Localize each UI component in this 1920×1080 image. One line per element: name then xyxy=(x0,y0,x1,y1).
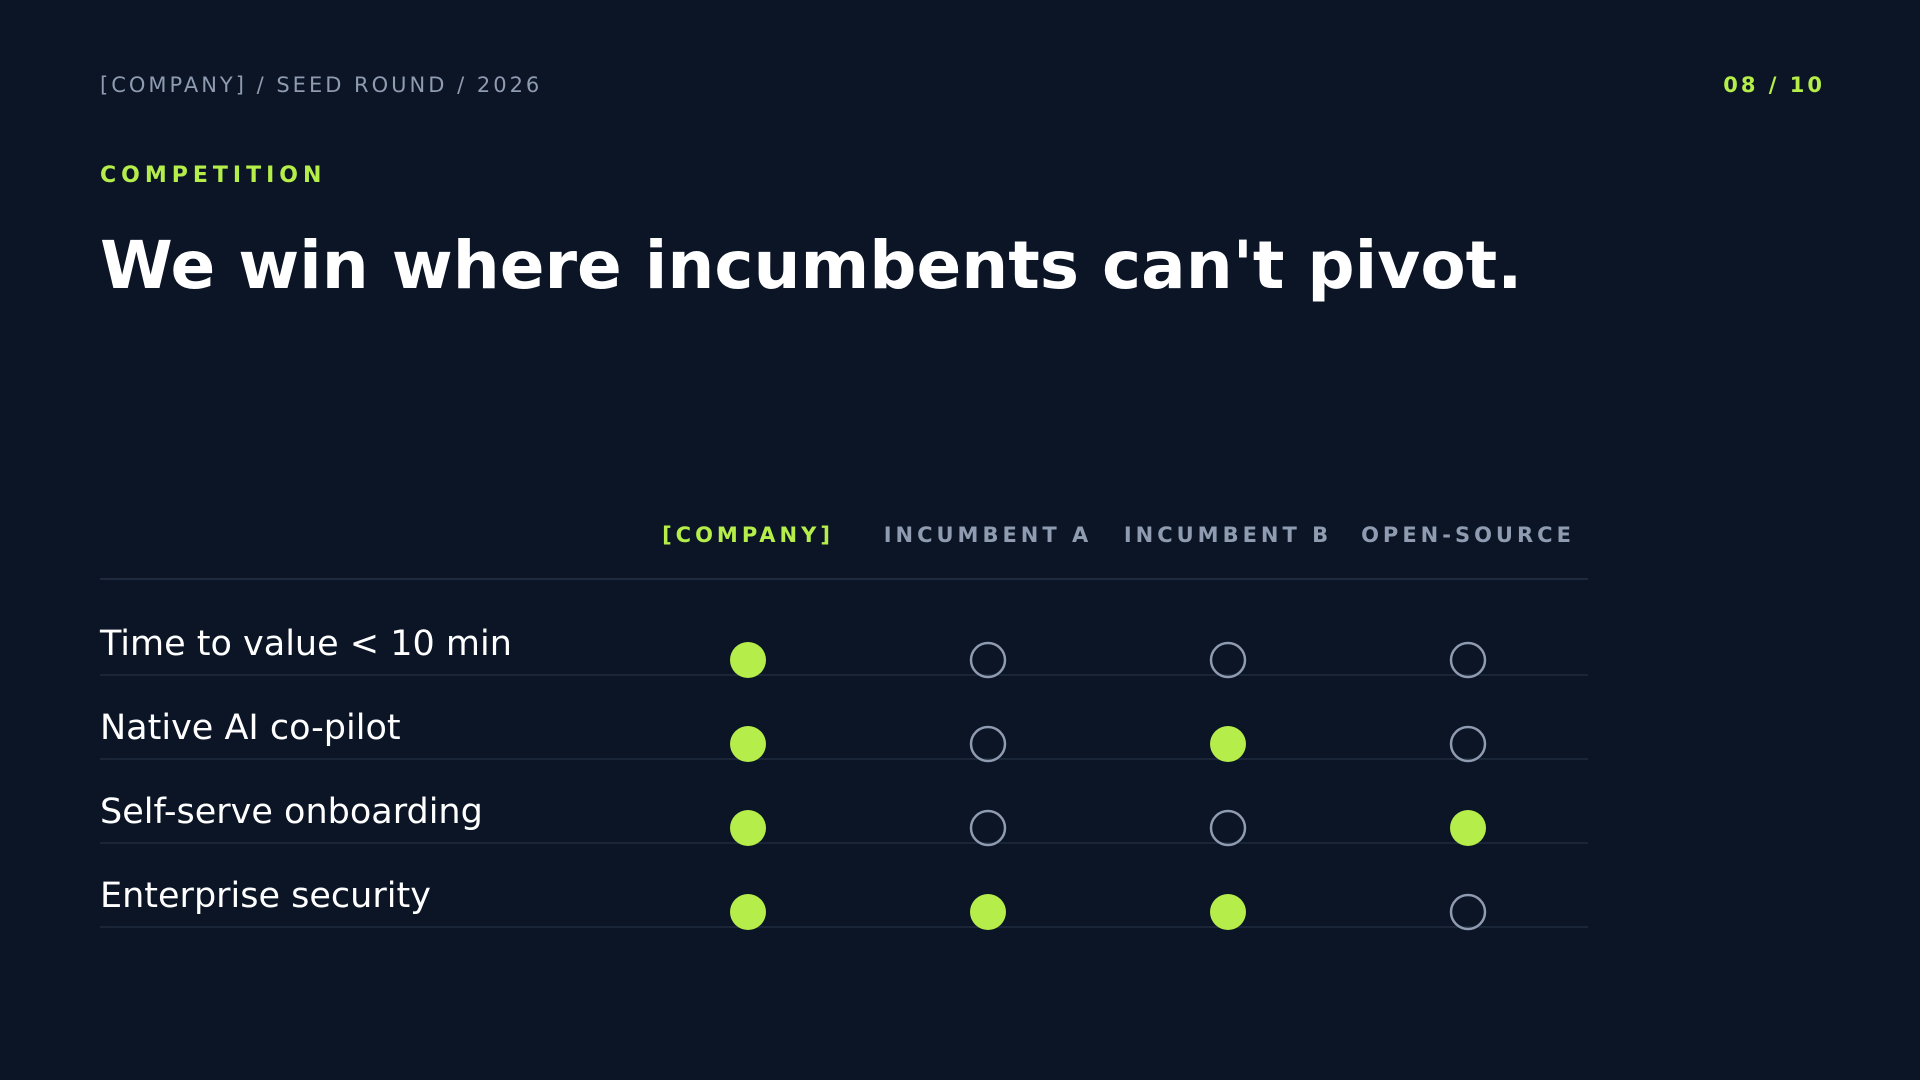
check-filled xyxy=(730,642,766,678)
check-filled xyxy=(1210,894,1246,930)
row-label: Time to value < 10 min xyxy=(99,624,512,664)
page-number: 08 / 10 xyxy=(1723,73,1825,97)
check-filled xyxy=(730,810,766,846)
check-filled xyxy=(730,894,766,930)
row-label: Enterprise security xyxy=(100,876,431,916)
check-empty xyxy=(969,725,1007,763)
slide-title: We win where incumbents can't pivot. xyxy=(100,227,1522,304)
check-filled xyxy=(730,726,766,762)
check-empty xyxy=(1449,893,1487,931)
check-empty xyxy=(969,809,1007,847)
row-label: Self-serve onboarding xyxy=(100,792,483,832)
column-header: OPEN-SOURCE xyxy=(1361,523,1575,547)
check-filled xyxy=(1210,726,1246,762)
column-header: [COMPANY] xyxy=(662,523,834,547)
check-filled xyxy=(970,894,1006,930)
check-filled xyxy=(1450,810,1486,846)
column-header: INCUMBENT B xyxy=(1124,523,1332,547)
eyebrow: COMPETITION xyxy=(100,163,326,188)
check-empty xyxy=(1209,641,1247,679)
check-empty xyxy=(969,641,1007,679)
check-empty xyxy=(1209,809,1247,847)
column-header: INCUMBENT A xyxy=(884,523,1093,547)
check-empty xyxy=(1449,641,1487,679)
deck-meta: [COMPANY] / SEED ROUND / 2026 xyxy=(100,73,542,97)
check-empty xyxy=(1449,725,1487,763)
row-label: Native AI co-pilot xyxy=(100,708,401,748)
